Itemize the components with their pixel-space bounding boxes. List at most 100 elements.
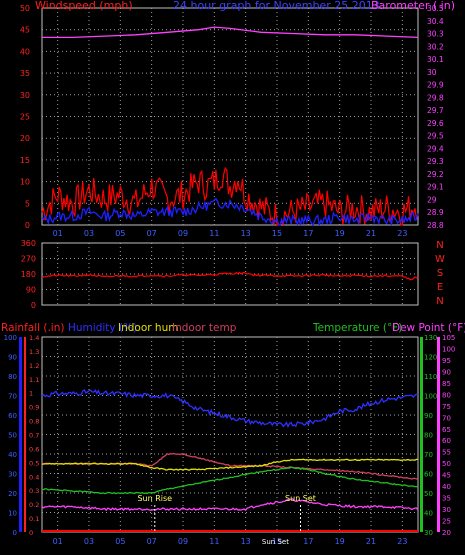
temp-axis-bar: [420, 337, 423, 532]
direction-series: [41, 271, 419, 281]
temp-tick-label: 100: [424, 393, 437, 401]
legend-dew-point: Dew Point (°F): [392, 322, 465, 334]
chart-title: 24 hour graph for November 25 2013: [173, 0, 380, 12]
x-tick-label: 03: [84, 229, 94, 238]
temp-tick-label: 50: [424, 490, 433, 498]
x-tick-label: 05: [115, 229, 125, 238]
direction-tick-label: 360: [21, 239, 36, 248]
temp-tick-label: 90: [424, 412, 433, 420]
dew-tick-label: 45: [442, 472, 451, 480]
gust-line: [41, 166, 419, 226]
x-tick-label: 17: [303, 229, 313, 238]
right-tick-label: 30.1: [427, 55, 444, 64]
direction-tick-label: 90: [26, 286, 36, 295]
rain-tick-label: 0.8: [29, 418, 39, 426]
sun-annotation-label: Sun Set: [285, 494, 316, 503]
humidity-tick-label: 90: [8, 354, 17, 362]
humidity-tick-label: 80: [8, 373, 17, 381]
right-tick-label: 30: [427, 68, 437, 77]
right-tick-label: 28.9: [427, 208, 444, 217]
right-tick-label: 29.8: [427, 93, 444, 102]
temperature-line: [41, 466, 419, 495]
wind-grid: [42, 8, 418, 225]
left-tick-label: 20: [20, 134, 30, 143]
right-tick-label: 29.9: [427, 81, 444, 90]
climate-axis-ticks: 010203040506070809010000.10.20.30.40.50.…: [4, 334, 456, 546]
right-tick-label: 29.4: [427, 144, 444, 153]
wind-axis-ticks: 0510152025303540455028.828.92929.129.229…: [20, 4, 444, 238]
wind-direction-line: [41, 271, 419, 281]
direction-tick-label: 270: [21, 255, 36, 264]
compass-label: N: [436, 240, 443, 251]
barometer-line: [42, 26, 419, 39]
left-tick-label: 50: [20, 4, 30, 13]
rain-tick-label: 0: [29, 529, 33, 537]
dew-tick-label: 30: [442, 506, 451, 514]
x-tick-label: 13: [241, 537, 251, 546]
left-tick-label: 30: [20, 91, 30, 100]
temp-tick-label: 40: [424, 510, 433, 518]
humidity-tick-label: 40: [8, 451, 17, 459]
dew-tick-label: 90: [442, 368, 451, 376]
direction-tick-label: 0: [31, 301, 36, 310]
compass-label: N: [436, 296, 443, 307]
dew-tick-label: 55: [442, 449, 451, 457]
humidity-tick-label: 30: [8, 471, 17, 479]
x-tick-label: 01: [53, 229, 63, 238]
rain-axis-bar: [24, 337, 26, 532]
humidity-tick-label: 0: [13, 529, 17, 537]
legend-rainfall: Rainfall (.in): [1, 322, 64, 334]
temp-tick-label: 130: [424, 334, 437, 342]
compass-label: E: [437, 282, 443, 293]
rain-tick-label: 0.2: [29, 501, 39, 509]
average-wind-line: [41, 197, 419, 227]
left-tick-label: 45: [20, 26, 30, 35]
temp-tick-label: 60: [424, 471, 433, 479]
dew-tick-label: 100: [442, 345, 455, 353]
compass-label: W: [435, 254, 445, 265]
dew-tick-label: 40: [442, 483, 451, 491]
dew-tick-label: 20: [442, 529, 451, 537]
legend-humidity: Humidity (%): [68, 322, 137, 334]
x-tick-label: 15: [272, 537, 282, 546]
rain-tick-label: 0.4: [29, 473, 39, 481]
right-tick-label: 28.8: [427, 221, 444, 230]
humidity-tick-label: 50: [8, 432, 17, 440]
dew-tick-label: 80: [442, 391, 451, 399]
wind-series: [41, 26, 419, 227]
left-tick-label: 5: [25, 199, 30, 208]
right-tick-label: 30.3: [427, 30, 444, 39]
left-tick-label: 15: [20, 156, 30, 165]
x-tick-label: 17: [303, 537, 313, 546]
right-tick-label: 29.5: [427, 132, 444, 141]
humidity-tick-label: 20: [8, 490, 17, 498]
rain-tick-label: 1.3: [29, 348, 39, 356]
x-tick-label: 03: [84, 537, 94, 546]
x-tick-label: 11: [209, 537, 219, 546]
sun-set-tick-label: Sun Set: [262, 538, 289, 546]
direction-grid: [42, 243, 418, 305]
x-tick-label: 15: [272, 229, 282, 238]
right-tick-label: 29: [427, 195, 437, 204]
right-tick-label: 29.3: [427, 157, 444, 166]
x-tick-label: 07: [147, 537, 157, 546]
indoor-hum-line: [41, 458, 418, 471]
left-tick-label: 35: [20, 69, 30, 78]
right-tick-label: 29.1: [427, 183, 444, 192]
humidity-line: [41, 388, 419, 428]
x-tick-label: 23: [397, 537, 407, 546]
x-tick-label: 05: [115, 537, 125, 546]
x-tick-label: 07: [147, 229, 157, 238]
legend-indoor-temp: Indoor temp: [172, 322, 237, 334]
temp-tick-label: 80: [424, 432, 433, 440]
humidity-tick-label: 100: [4, 334, 17, 342]
rain-tick-label: 0.6: [29, 445, 39, 453]
right-tick-label: 30.2: [427, 42, 444, 51]
x-tick-label: 19: [335, 537, 345, 546]
right-tick-label: 29.6: [427, 119, 444, 128]
rain-tick-label: 1.2: [29, 362, 39, 370]
dew-tick-label: 65: [442, 426, 451, 434]
dew-point-line: [41, 498, 419, 512]
